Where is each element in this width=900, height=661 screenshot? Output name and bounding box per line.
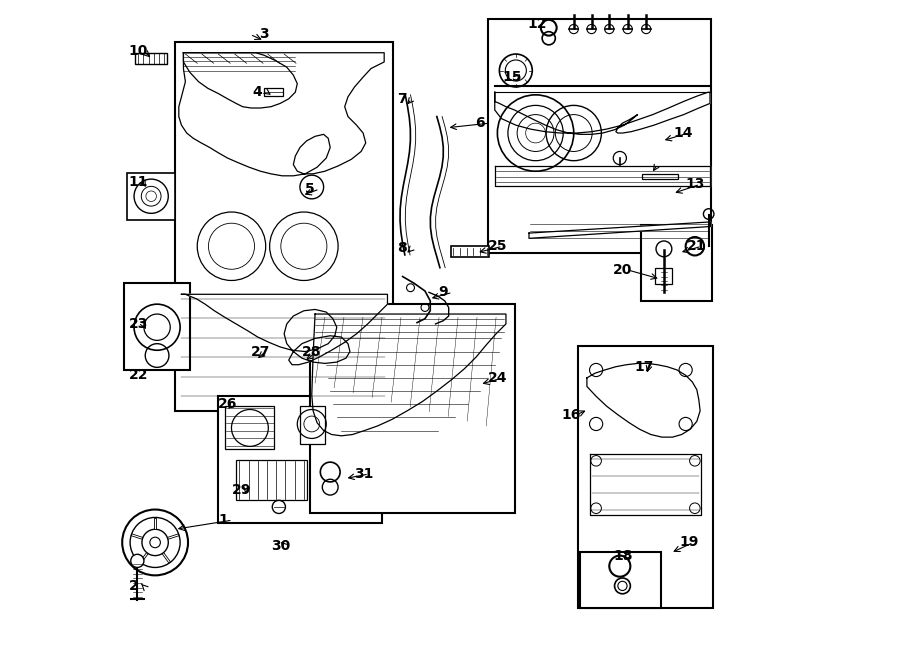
- Text: 18: 18: [613, 549, 633, 563]
- Bar: [175, 42, 393, 410]
- Text: 10: 10: [129, 44, 148, 58]
- Bar: [300, 406, 325, 444]
- Bar: [643, 174, 679, 179]
- Polygon shape: [529, 222, 711, 239]
- Text: 12: 12: [527, 17, 547, 32]
- Bar: [310, 304, 515, 514]
- Polygon shape: [495, 166, 710, 186]
- Bar: [579, 346, 714, 608]
- Polygon shape: [495, 93, 710, 134]
- Bar: [135, 54, 167, 64]
- Bar: [641, 225, 712, 301]
- Text: 4: 4: [253, 85, 262, 99]
- Polygon shape: [182, 294, 388, 365]
- Text: 29: 29: [231, 483, 251, 497]
- Bar: [225, 407, 274, 449]
- Text: 14: 14: [674, 126, 693, 140]
- Text: 9: 9: [438, 286, 448, 299]
- Circle shape: [615, 578, 630, 594]
- Text: 31: 31: [355, 467, 374, 481]
- Polygon shape: [184, 53, 297, 108]
- Text: 7: 7: [397, 92, 407, 106]
- Bar: [655, 268, 672, 284]
- Bar: [219, 397, 382, 523]
- Text: 24: 24: [488, 371, 508, 385]
- Bar: [488, 19, 711, 253]
- Text: 6: 6: [475, 116, 484, 130]
- Bar: [265, 89, 283, 96]
- Polygon shape: [590, 454, 701, 515]
- Text: 11: 11: [129, 175, 148, 190]
- Text: 8: 8: [397, 241, 407, 255]
- Text: 30: 30: [271, 539, 290, 553]
- Text: 5: 5: [305, 182, 315, 196]
- Circle shape: [613, 151, 626, 165]
- Text: 27: 27: [251, 344, 271, 358]
- Circle shape: [130, 555, 144, 567]
- Text: 2: 2: [129, 579, 139, 593]
- Text: 13: 13: [686, 177, 705, 192]
- Text: 17: 17: [634, 360, 653, 373]
- Text: 15: 15: [503, 70, 522, 84]
- Text: 23: 23: [129, 317, 148, 331]
- Polygon shape: [311, 314, 506, 436]
- Bar: [124, 283, 190, 370]
- Text: 28: 28: [302, 344, 321, 358]
- Text: 26: 26: [219, 397, 238, 411]
- Bar: [580, 553, 661, 608]
- Text: 16: 16: [562, 408, 581, 422]
- Bar: [128, 173, 175, 220]
- Text: 1: 1: [219, 513, 228, 527]
- Circle shape: [300, 175, 324, 199]
- Text: 25: 25: [488, 239, 508, 253]
- Bar: [236, 459, 307, 500]
- Text: 19: 19: [680, 535, 698, 549]
- Text: 20: 20: [613, 263, 633, 277]
- Text: 3: 3: [259, 27, 269, 41]
- Text: 21: 21: [687, 239, 707, 253]
- Text: 22: 22: [129, 368, 148, 382]
- Polygon shape: [587, 364, 700, 437]
- Bar: [451, 247, 490, 256]
- Polygon shape: [179, 53, 384, 176]
